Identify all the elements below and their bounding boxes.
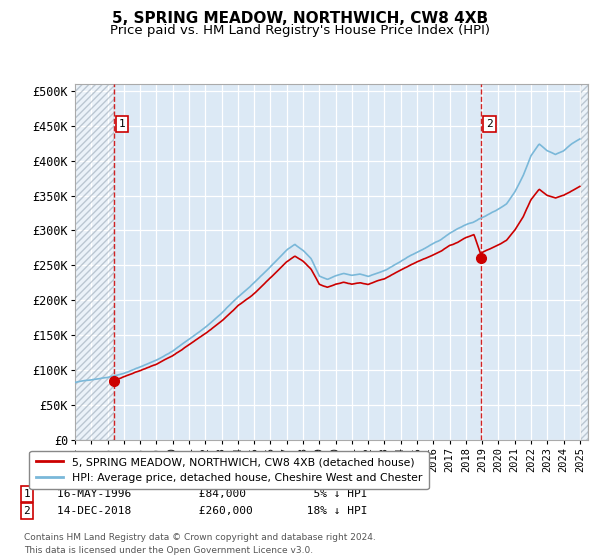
Text: 2: 2 bbox=[486, 119, 493, 129]
Text: 1: 1 bbox=[23, 489, 31, 499]
Text: Price paid vs. HM Land Registry's House Price Index (HPI): Price paid vs. HM Land Registry's House … bbox=[110, 24, 490, 36]
Text: 16-MAY-1996          £84,000          5% ↓ HPI: 16-MAY-1996 £84,000 5% ↓ HPI bbox=[57, 489, 367, 499]
Text: 2: 2 bbox=[23, 506, 31, 516]
Text: Contains HM Land Registry data © Crown copyright and database right 2024.
This d: Contains HM Land Registry data © Crown c… bbox=[24, 533, 376, 554]
Text: 14-DEC-2018          £260,000        18% ↓ HPI: 14-DEC-2018 £260,000 18% ↓ HPI bbox=[57, 506, 367, 516]
Legend: 5, SPRING MEADOW, NORTHWICH, CW8 4XB (detached house), HPI: Average price, detac: 5, SPRING MEADOW, NORTHWICH, CW8 4XB (de… bbox=[29, 451, 428, 489]
Text: 1: 1 bbox=[118, 119, 125, 129]
Text: 5, SPRING MEADOW, NORTHWICH, CW8 4XB: 5, SPRING MEADOW, NORTHWICH, CW8 4XB bbox=[112, 11, 488, 26]
